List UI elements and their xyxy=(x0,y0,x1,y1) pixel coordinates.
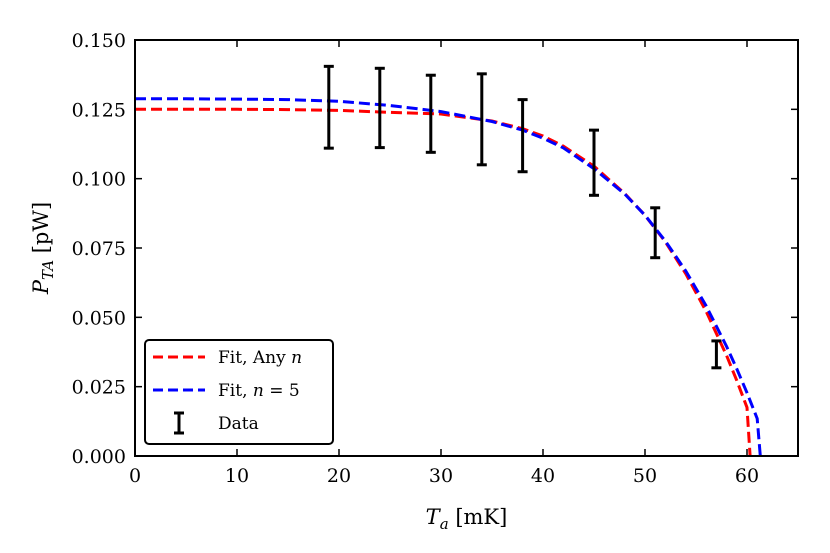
y-tick-label: 0.125 xyxy=(72,99,126,121)
x-tick-label: 10 xyxy=(225,465,249,487)
plot-frame xyxy=(134,39,799,457)
x-tick-label: 60 xyxy=(735,465,759,487)
y-tick-label: 0.000 xyxy=(72,446,126,468)
y-tick-label: 0.075 xyxy=(72,238,126,260)
tick-layer: 0 10 20 30 40 50 60 0.000 0.025 0.050 0.075 0.100 0.… xyxy=(72,30,798,487)
y-tick-label: 0.150 xyxy=(72,30,126,52)
series-line-fit-n5 xyxy=(135,97,762,457)
legend-label-data: Data xyxy=(218,414,259,434)
x-tick-label: 0 xyxy=(129,465,141,487)
y-tick-label: 0.050 xyxy=(72,307,126,329)
legend-box xyxy=(144,339,334,445)
x-axis-label: Ta [mK] xyxy=(426,505,508,533)
errorbar-layer xyxy=(323,64,722,370)
x-tick-label: 50 xyxy=(633,465,657,487)
series-layer xyxy=(135,97,762,457)
legend: Fit, Any n Fit, n = 5 Data xyxy=(144,339,334,445)
legend-swatch-data xyxy=(174,411,184,435)
y-tick-label: 0.025 xyxy=(72,377,126,399)
x-tick-label: 40 xyxy=(531,465,555,487)
series-line-fit-any-n xyxy=(135,107,752,457)
legend-label-fit-n5: Fit, n = 5 xyxy=(218,381,300,401)
y-axis-label: PTA [pW] xyxy=(29,202,57,295)
y-tick-label: 0.100 xyxy=(72,169,126,191)
x-tick-label: 30 xyxy=(429,465,453,487)
legend-label-fit-any-n: Fit, Any n xyxy=(218,348,302,368)
x-tick-label: 20 xyxy=(327,465,351,487)
